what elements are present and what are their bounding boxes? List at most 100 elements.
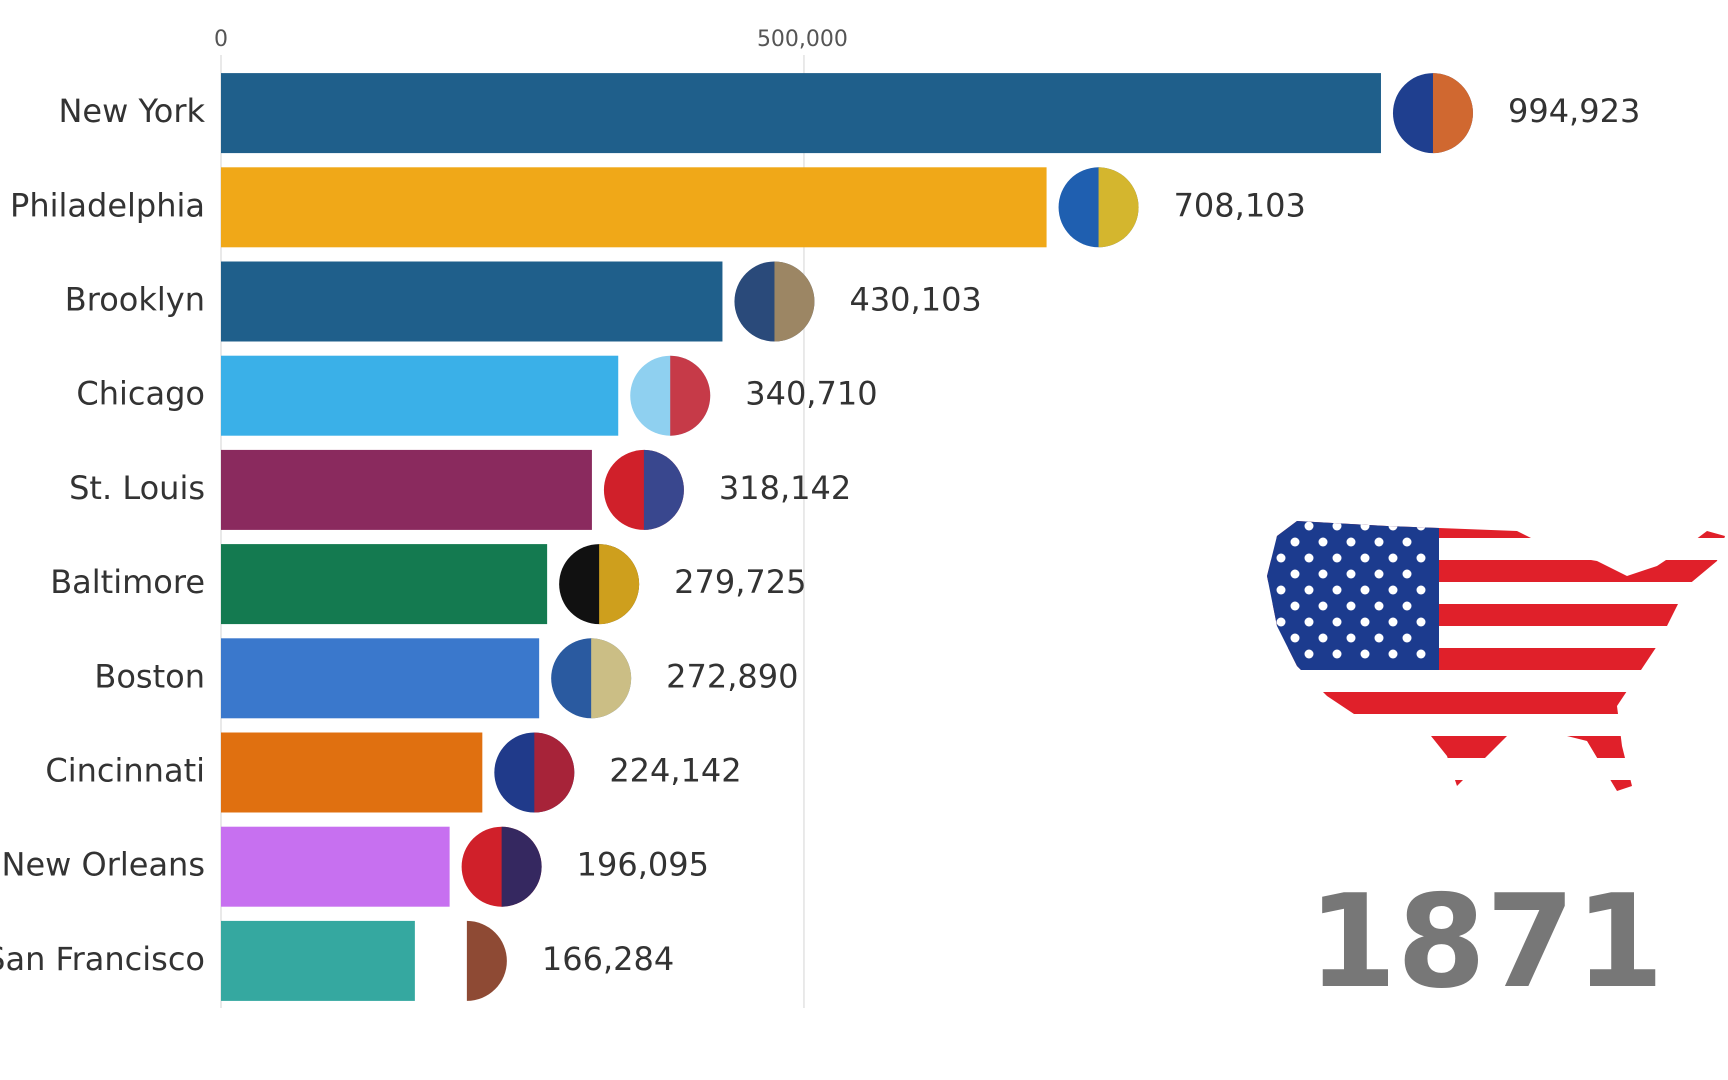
city-flag-detail	[534, 732, 575, 813]
flag-star	[1276, 553, 1286, 563]
flag-star	[1360, 617, 1370, 627]
bar	[221, 732, 483, 813]
year-label: 1871	[1308, 868, 1664, 1017]
city-flag-detail	[1098, 167, 1139, 248]
flag-star	[1304, 649, 1314, 659]
flag-star	[1388, 521, 1398, 531]
y-tick-label: Baltimore	[50, 563, 205, 601]
flag-stripe	[1267, 692, 1725, 714]
value-label: 279,725	[674, 563, 806, 601]
flag-star	[1276, 617, 1286, 627]
city-flag-detail	[599, 544, 640, 625]
flag-star	[1360, 585, 1370, 595]
y-tick-label: St. Louis	[69, 469, 205, 507]
bar	[221, 261, 723, 342]
flag-star	[1290, 537, 1300, 547]
bar	[221, 167, 1047, 248]
city-flag-detail	[670, 355, 711, 436]
flag-star	[1332, 649, 1342, 659]
flag-star	[1360, 521, 1370, 531]
flag-star	[1304, 553, 1314, 563]
y-tick-label: New York	[58, 92, 205, 130]
flag-star	[1318, 601, 1328, 611]
flag-star	[1332, 553, 1342, 563]
y-tick-label: San Francisco	[0, 940, 205, 978]
value-label: 708,103	[1174, 186, 1306, 224]
flag-star	[1374, 633, 1384, 643]
flag-star	[1402, 633, 1412, 643]
bar	[221, 920, 415, 1001]
flag-star	[1360, 553, 1370, 563]
flag-star	[1318, 537, 1328, 547]
bar	[221, 73, 1381, 154]
y-tick-label: Cincinnati	[45, 752, 205, 790]
flag-star	[1402, 537, 1412, 547]
y-tick-label: Brooklyn	[65, 281, 205, 319]
flag-star	[1346, 537, 1356, 547]
flag-star	[1304, 585, 1314, 595]
flag-star	[1388, 585, 1398, 595]
flag-stripe	[1267, 670, 1725, 692]
bar	[221, 449, 592, 530]
flag-star	[1360, 649, 1370, 659]
flag-star	[1416, 649, 1426, 659]
flag-star	[1332, 585, 1342, 595]
flag-star	[1304, 521, 1314, 531]
y-tick-label: Boston	[94, 657, 205, 695]
flag-star	[1332, 521, 1342, 531]
y-tick-label: New Orleans	[2, 846, 205, 884]
city-flag-detail	[466, 920, 507, 1001]
flag-star	[1402, 569, 1412, 579]
flag-star	[1346, 601, 1356, 611]
y-tick-label: Philadelphia	[10, 186, 205, 224]
x-tick-label: 500,000	[757, 27, 848, 52]
flag-star	[1374, 601, 1384, 611]
bar	[221, 355, 619, 436]
x-tick-label: 0	[214, 27, 228, 52]
flag-star	[1374, 537, 1384, 547]
city-flag-detail	[774, 261, 815, 342]
us-flag-map	[1267, 521, 1725, 791]
flag-star	[1318, 569, 1328, 579]
flag-stripe	[1267, 736, 1725, 758]
flag-star	[1276, 521, 1286, 531]
flag-star	[1318, 633, 1328, 643]
flag-stripe	[1267, 714, 1725, 736]
value-label: 318,142	[719, 469, 851, 507]
value-label: 196,095	[577, 846, 709, 884]
flag-star	[1388, 553, 1398, 563]
flag-star	[1416, 585, 1426, 595]
value-label: 340,710	[745, 375, 877, 413]
flag-star	[1276, 585, 1286, 595]
flag-star	[1332, 617, 1342, 627]
city-flag-detail	[591, 638, 632, 719]
bar	[221, 826, 450, 907]
flag-star	[1304, 617, 1314, 627]
bar	[221, 544, 548, 625]
city-flag-detail	[643, 449, 684, 530]
flag-star	[1416, 553, 1426, 563]
flag-stripe	[1267, 758, 1725, 780]
flag-star	[1374, 569, 1384, 579]
flag-star	[1402, 601, 1412, 611]
flag-star	[1276, 649, 1286, 659]
y-tick-label: Chicago	[76, 375, 205, 413]
value-label: 166,284	[542, 940, 674, 978]
bar	[221, 638, 540, 719]
flag-star	[1346, 633, 1356, 643]
flag-star	[1388, 617, 1398, 627]
value-label: 430,103	[849, 281, 981, 319]
value-label: 994,923	[1508, 92, 1640, 130]
flag-stripe	[1267, 780, 1725, 791]
flag-star	[1346, 569, 1356, 579]
flag-star	[1416, 521, 1426, 531]
city-flag-detail	[1432, 73, 1473, 154]
value-label: 224,142	[609, 752, 741, 790]
flag-star	[1290, 569, 1300, 579]
value-label: 272,890	[666, 657, 798, 695]
city-flag-detail	[501, 826, 542, 907]
flag-star	[1290, 601, 1300, 611]
flag-star	[1290, 633, 1300, 643]
flag-star	[1388, 649, 1398, 659]
